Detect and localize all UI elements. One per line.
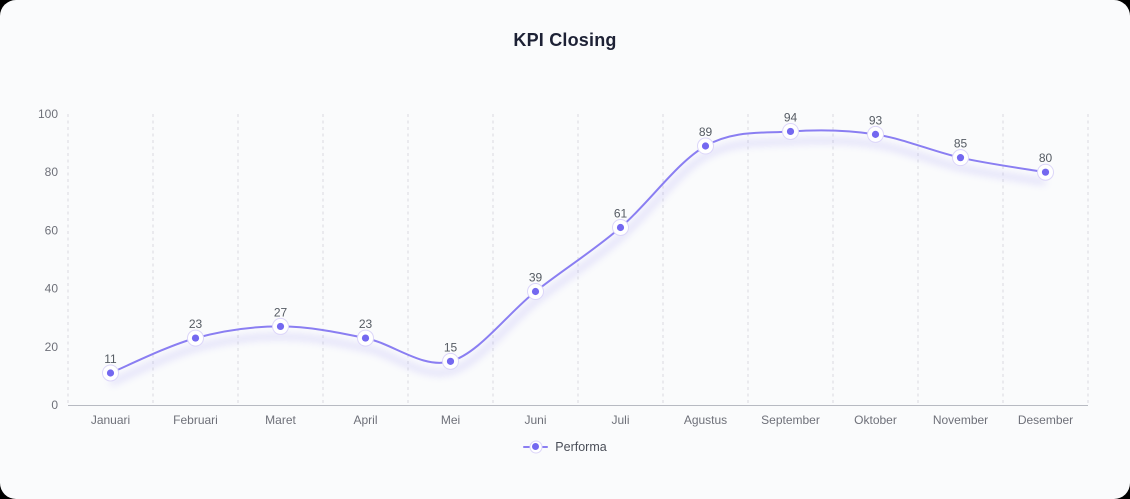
- y-tick-label: 0: [51, 398, 58, 412]
- data-point[interactable]: [531, 287, 540, 296]
- x-tick-label: Juni: [524, 413, 546, 427]
- chart-title: KPI Closing: [513, 30, 617, 50]
- legend-marker-halo: [529, 440, 543, 453]
- legend-line-marker-icon: [523, 439, 549, 454]
- x-tick-label: September: [761, 413, 820, 427]
- data-points: 11 23 27 23 15 39 61 89 94 93 85 80: [102, 110, 1054, 382]
- legend-label: Performa: [555, 439, 607, 454]
- data-point[interactable]: [871, 130, 880, 138]
- point-value-label: 23: [189, 317, 203, 331]
- point-value-label: 27: [274, 305, 288, 319]
- point-value-label: 23: [359, 317, 373, 331]
- data-point[interactable]: [1041, 168, 1050, 176]
- point-value-label: 93: [869, 113, 883, 127]
- point-value-label: 85: [954, 137, 968, 151]
- data-point[interactable]: [446, 357, 455, 365]
- y-tick-label: 80: [45, 165, 59, 179]
- point-value-label: 15: [444, 340, 458, 354]
- x-tick-label: Januari: [91, 413, 130, 427]
- grid-lines: [67, 114, 1089, 405]
- legend-marker-dot: [532, 443, 540, 450]
- x-tick-label: Desember: [1018, 413, 1073, 427]
- point-value-label: 80: [1039, 151, 1053, 165]
- x-tick-label: Oktober: [854, 413, 897, 427]
- y-tick-label: 100: [38, 107, 58, 121]
- point-value-label: 61: [614, 206, 628, 220]
- y-tick-label: 60: [45, 223, 59, 237]
- x-tick-label: Mei: [441, 413, 460, 427]
- y-tick-label: 40: [45, 282, 59, 296]
- data-point[interactable]: [701, 142, 710, 150]
- y-axis-labels: 0 20 40 60 80 100: [38, 107, 58, 412]
- point-value-label: 11: [104, 352, 117, 366]
- series-line-shadow: [109, 137, 1046, 386]
- data-point[interactable]: [956, 154, 965, 162]
- x-tick-label: November: [933, 413, 988, 427]
- data-point[interactable]: [106, 369, 115, 377]
- x-tick-label: Maret: [265, 413, 296, 427]
- point-value-label: 39: [529, 271, 543, 285]
- point-value-label: 89: [699, 125, 713, 139]
- x-tick-label: April: [353, 413, 377, 427]
- data-point[interactable]: [361, 334, 370, 342]
- y-tick-label: 20: [45, 340, 59, 354]
- x-axis-labels: Januari Februari Maret April Mei Juni Juli Agus…: [91, 413, 1073, 427]
- x-tick-label: Februari: [173, 413, 218, 427]
- legend[interactable]: Performa: [0, 439, 1130, 454]
- x-tick-label: Agustus: [684, 413, 727, 427]
- point-value-label: 94: [784, 110, 798, 124]
- data-point[interactable]: [191, 334, 200, 342]
- x-tick-label: Juli: [611, 413, 629, 427]
- data-point[interactable]: [276, 322, 285, 331]
- data-point[interactable]: [786, 127, 795, 136]
- data-point[interactable]: [616, 223, 625, 232]
